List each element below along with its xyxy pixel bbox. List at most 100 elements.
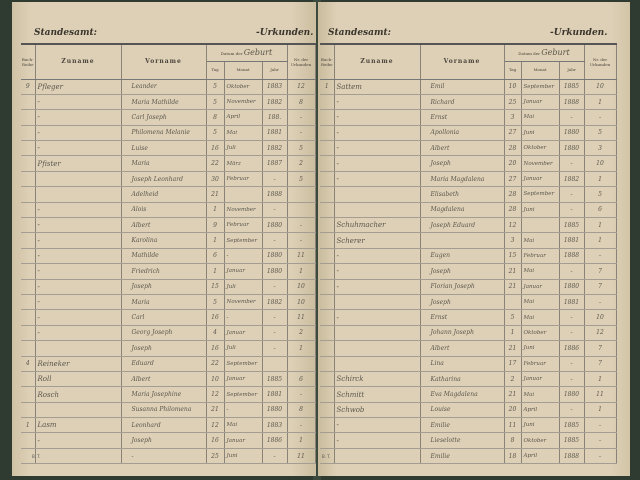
record-nr-cell: -	[584, 294, 617, 311]
record-nr-cell: 6	[584, 202, 617, 219]
book-cell	[21, 248, 36, 265]
record-nr-cell: 7	[584, 340, 617, 357]
surname-cell: -	[35, 294, 122, 311]
record-nr-cell: -	[584, 448, 617, 465]
table-row: Lina 17 Februar -7	[320, 356, 617, 372]
surname-cell: -	[334, 125, 421, 142]
record-nr-cell: -	[584, 417, 617, 434]
book-cell	[21, 171, 36, 188]
month-cell: Mai	[521, 263, 560, 280]
day-cell: 3	[504, 232, 522, 249]
surname-cell: Schirck	[334, 371, 421, 388]
given-name-cell: Eva Magdalena	[420, 386, 505, 403]
given-name-cell: Ernst	[420, 109, 505, 126]
book-cell	[320, 279, 335, 295]
day-cell: 27	[504, 171, 522, 188]
record-nr-cell: 7	[584, 263, 617, 280]
given-name-cell: Albert	[420, 340, 505, 357]
year-cell: -	[262, 325, 288, 342]
record-nr-cell: 7	[584, 279, 617, 295]
day-cell: 21	[504, 340, 522, 357]
table-row: Susanna Philomena 21-1880 8	[21, 402, 316, 419]
day-cell: 2	[504, 371, 522, 388]
table-row: - Joseph 20 November -10	[320, 155, 617, 172]
record-nr-cell: 5	[287, 140, 316, 157]
table-row: - Karolina 1 September - -	[21, 232, 316, 249]
table-row: 1 Sattem Emil 10 September 1885 10	[320, 79, 617, 95]
record-nr-cell: -	[584, 109, 617, 126]
table-row: - Philomena Melanie 5 Mai 1881-	[21, 125, 316, 142]
col-given: Vorname	[121, 44, 207, 80]
table-row: - Florian Joseph 21 Januar 1880 7	[320, 279, 617, 295]
table-row: Johann Joseph 1 Oktober -12	[320, 325, 617, 342]
table-row: - Carl 16- -11	[21, 309, 316, 326]
month-cell: September	[224, 232, 263, 249]
day-cell: 28	[504, 202, 522, 219]
given-name-cell: Albert	[420, 140, 505, 157]
day-cell: 22	[206, 356, 225, 372]
table-row: Schirck Katharina 2 Januar -1	[320, 371, 617, 388]
surname-cell	[35, 171, 122, 188]
month-cell: November	[224, 294, 263, 311]
table-row: Schmitt Eva Magdalena 21 Mai 1880 11	[320, 386, 617, 403]
given-name-cell: Johann Joseph	[420, 325, 505, 342]
month-cell: Januar	[224, 325, 263, 342]
year-cell: 1885	[559, 217, 585, 234]
given-name-cell: Emilie	[420, 448, 505, 465]
year-cell: 1880	[262, 217, 288, 234]
year-cell: 1882	[262, 294, 288, 311]
book-cell: 1	[21, 417, 36, 434]
record-nr-cell: 12	[287, 79, 316, 95]
record-nr-cell: 5	[584, 186, 617, 203]
year-cell: 1882	[262, 140, 288, 157]
col-date-prefix: Datum der	[518, 50, 540, 56]
month-cell: Oktober	[521, 140, 560, 157]
table-row: - Friedrich 1 Januar 1880 1	[21, 263, 316, 280]
day-cell: 1	[206, 263, 225, 280]
book-cell	[320, 248, 335, 265]
given-name-cell: Philomena Melanie	[121, 125, 207, 142]
given-name-cell: Carl Joseph	[121, 109, 207, 126]
given-name-cell: Joseph	[121, 432, 207, 449]
year-cell: 1881	[559, 232, 585, 249]
table-row: Scherer 3 Mai 1881 1	[320, 232, 617, 249]
book-cell	[320, 402, 335, 419]
col-year: Jahr	[262, 61, 288, 80]
day-cell: 17	[504, 356, 522, 372]
year-cell: -	[559, 109, 585, 126]
book-cell	[21, 294, 36, 311]
left-page: Standesamt: -Urkunden. Buch-Reihe Zuname…	[12, 2, 316, 476]
surname-cell: -	[334, 417, 421, 434]
month-cell: -	[224, 402, 263, 419]
table-row: Joseph 16 Juli -1	[21, 340, 316, 357]
record-nr-cell: 6	[287, 371, 316, 388]
year-cell: 1881	[559, 294, 585, 311]
footer-mark: B. T.	[322, 454, 331, 459]
book-cell	[21, 263, 36, 280]
month-cell: Juni	[224, 448, 263, 465]
record-nr-cell: 1	[584, 217, 617, 234]
month-cell: Juli	[224, 340, 263, 357]
book-cell	[320, 371, 335, 388]
record-nr-cell: 1	[584, 171, 617, 188]
book-cell	[21, 232, 36, 249]
given-name-cell: Eugen	[420, 248, 505, 265]
month-cell: September	[521, 79, 560, 95]
month-cell: Februar	[224, 171, 263, 188]
month-cell: Mai	[521, 309, 560, 326]
day-cell: 21	[504, 279, 522, 295]
table-row: - Apollonia 27 Juni 1880 5	[320, 125, 617, 142]
record-nr-cell: 1	[287, 263, 316, 280]
surname-cell: -	[334, 309, 421, 326]
day-cell: 16	[206, 140, 225, 157]
book-cell	[320, 171, 335, 188]
day-cell: 5	[206, 94, 225, 111]
book-cell	[21, 402, 36, 419]
table-row: - Eugen 15 Februar 1888-	[320, 248, 617, 265]
surname-cell: Rosch	[35, 386, 122, 403]
given-name-cell: Ernst	[420, 309, 505, 326]
table-row: - Ernst 5 Mai -10	[320, 309, 617, 326]
year-cell: 1887	[262, 155, 288, 172]
given-name-cell: Adelheid	[121, 186, 207, 203]
month-cell: Januar	[521, 371, 560, 388]
